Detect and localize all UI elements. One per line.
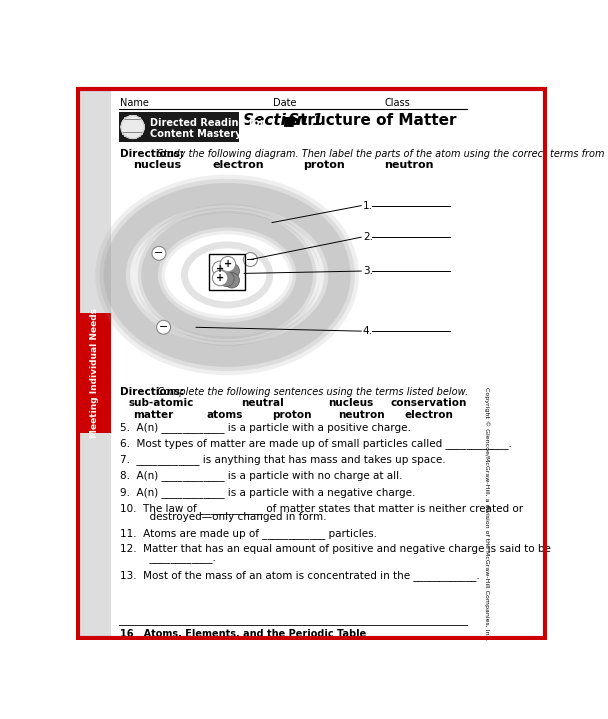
Circle shape — [212, 261, 228, 277]
Text: destroyed—only changed in form.: destroyed—only changed in form. — [130, 512, 326, 522]
Text: +: + — [216, 273, 224, 283]
Text: −: − — [246, 255, 255, 265]
Text: Meeting Individual Needs: Meeting Individual Needs — [90, 308, 99, 439]
Text: neutron: neutron — [384, 160, 434, 170]
Text: nucleus: nucleus — [328, 398, 374, 408]
Text: 13.  Most of the mass of an atom is concentrated in the ____________.: 13. Most of the mass of an atom is conce… — [120, 570, 480, 581]
Text: sub-atomic: sub-atomic — [128, 398, 194, 408]
Text: atoms: atoms — [207, 410, 243, 420]
Circle shape — [152, 247, 166, 260]
Text: 12.  Matter that has an equal amount of positive and negative charge is said to : 12. Matter that has an equal amount of p… — [120, 544, 551, 554]
Circle shape — [220, 257, 236, 272]
Text: Directions:: Directions: — [120, 387, 184, 397]
Text: 11.  Atoms are made up of ____________ particles.: 11. Atoms are made up of ____________ pa… — [120, 528, 377, 539]
Circle shape — [224, 263, 240, 279]
Text: +: + — [216, 264, 224, 274]
Text: 7.  ____________ is anything that has mass and takes up space.: 7. ____________ is anything that has mas… — [120, 454, 446, 465]
Bar — [119, 111, 239, 142]
Text: Copyright © Glencoe/McGraw-Hill, a division of the McGraw-Hill Companies, Inc.: Copyright © Glencoe/McGraw-Hill, a divis… — [484, 387, 489, 640]
Text: 2.: 2. — [363, 232, 373, 242]
Text: 3.: 3. — [363, 266, 373, 276]
Text: Class: Class — [385, 98, 410, 108]
Bar — [78, 88, 111, 638]
Text: matter: matter — [133, 410, 174, 420]
Text: Complete the following sentences using the terms listed below.: Complete the following sentences using t… — [153, 387, 468, 397]
Text: Section 1: Section 1 — [243, 113, 323, 128]
Text: 6.  Most types of matter are made up of small particles called ____________.: 6. Most types of matter are made up of s… — [120, 438, 512, 449]
Text: conservation: conservation — [390, 398, 467, 408]
Text: 5.  A(n) ____________ is a particle with a positive charge.: 5. A(n) ____________ is a particle with … — [120, 422, 411, 433]
Text: 10.  The law of ____________ of matter states that matter is neither created or: 10. The law of ____________ of matter st… — [120, 503, 523, 514]
Text: Directed Reading for: Directed Reading for — [150, 118, 264, 128]
Circle shape — [219, 271, 234, 286]
Text: ____________.: ____________. — [130, 554, 216, 564]
Text: Name: Name — [120, 98, 149, 108]
Text: Study the following diagram. Then label the parts of the atom using the correct : Study the following diagram. Then label … — [153, 150, 608, 160]
Text: Structure of Matter: Structure of Matter — [289, 113, 457, 128]
Text: Content Mastery: Content Mastery — [150, 129, 241, 139]
Circle shape — [212, 270, 228, 285]
Text: 4.: 4. — [363, 326, 373, 336]
Text: ■: ■ — [279, 114, 299, 127]
Text: −: − — [159, 322, 168, 332]
Circle shape — [121, 116, 144, 139]
Text: 16   Atoms, Elements, and the Periodic Table: 16 Atoms, Elements, and the Periodic Tab… — [120, 629, 367, 639]
Text: proton: proton — [272, 410, 311, 420]
Text: nucleus: nucleus — [133, 160, 181, 170]
Text: electron: electron — [404, 410, 453, 420]
Text: 8.  A(n) ____________ is a particle with no charge at all.: 8. A(n) ____________ is a particle with … — [120, 470, 402, 482]
Text: electron: electron — [213, 160, 264, 170]
Circle shape — [157, 321, 171, 334]
Text: +: + — [224, 259, 232, 269]
Text: 9.  A(n) ____________ is a particle with a negative charge.: 9. A(n) ____________ is a particle with … — [120, 487, 415, 498]
Text: 1.: 1. — [363, 201, 373, 211]
Text: Date: Date — [274, 98, 297, 108]
Text: neutron: neutron — [338, 410, 384, 420]
Text: −: − — [154, 248, 164, 258]
Text: neutral: neutral — [241, 398, 283, 408]
Text: proton: proton — [303, 160, 345, 170]
Text: Directions:: Directions: — [120, 150, 184, 160]
Circle shape — [243, 252, 257, 267]
Bar — [78, 313, 111, 433]
Circle shape — [224, 273, 240, 288]
